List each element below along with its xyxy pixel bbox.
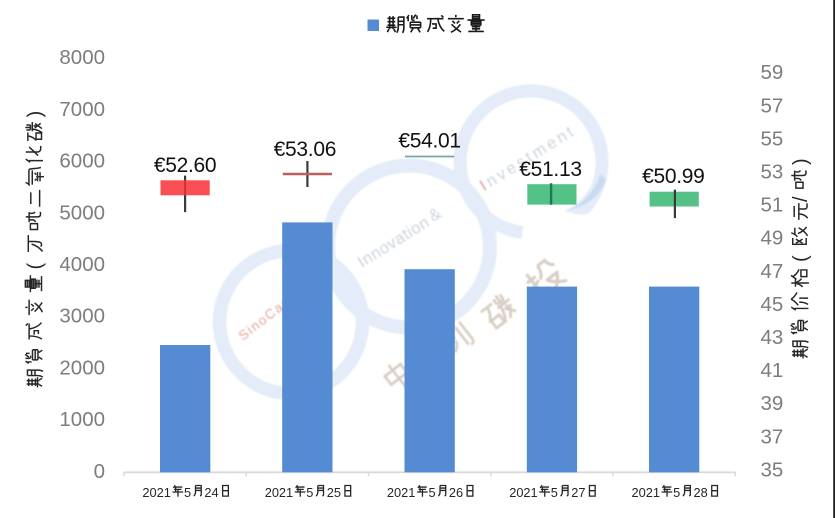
svg-text:€51.13: €51.13 [519,158,581,181]
svg-text:59: 59 [761,61,784,84]
svg-text:6000: 6000 [59,150,105,173]
svg-text:28: 28 [694,485,708,500]
svg-text:49: 49 [761,227,784,250]
svg-text:1000: 1000 [59,408,105,431]
svg-text:55: 55 [761,127,784,150]
svg-text:37: 37 [761,425,784,448]
svg-text:2000: 2000 [59,356,105,379]
svg-text:5000: 5000 [59,201,105,224]
svg-text:2021: 2021 [632,485,660,500]
svg-text:57: 57 [761,94,784,117]
svg-text:27: 27 [571,485,585,500]
svg-text:7000: 7000 [59,98,105,121]
svg-text:5: 5 [429,485,436,500]
svg-text:2021: 2021 [387,485,415,500]
svg-text:5: 5 [551,485,558,500]
svg-text:2021: 2021 [509,485,537,500]
svg-text:25: 25 [327,485,341,500]
svg-text:39: 39 [761,392,784,415]
svg-text:3000: 3000 [59,305,105,328]
svg-text:2021: 2021 [142,485,170,500]
svg-text:35: 35 [761,458,784,481]
svg-text:/: / [790,196,812,202]
svg-text:0: 0 [94,460,105,483]
svg-text:4000: 4000 [59,253,105,276]
svg-text:26: 26 [449,485,463,500]
svg-text:€53.06: €53.06 [274,138,336,161]
svg-text:(: ( [25,263,47,270]
svg-text:51: 51 [761,194,784,217]
svg-text:): ) [790,158,812,165]
svg-text:5: 5 [306,485,313,500]
svg-text:Innovation: Innovation [355,213,433,271]
svg-text:€52.60: €52.60 [154,154,216,177]
svg-text:47: 47 [761,260,784,283]
svg-text:2021: 2021 [265,485,293,500]
svg-text:8000: 8000 [59,46,105,69]
svg-text:€54.01: €54.01 [398,130,460,153]
svg-text:€50.99: €50.99 [642,165,704,188]
svg-text:45: 45 [761,293,784,316]
svg-text:53: 53 [761,161,784,184]
svg-text:): ) [25,111,47,118]
svg-text:(: ( [790,255,812,262]
svg-text:41: 41 [761,359,784,382]
svg-text:43: 43 [761,326,784,349]
svg-text:5: 5 [184,485,191,500]
svg-text:5: 5 [673,485,680,500]
svg-text:24: 24 [204,485,218,500]
